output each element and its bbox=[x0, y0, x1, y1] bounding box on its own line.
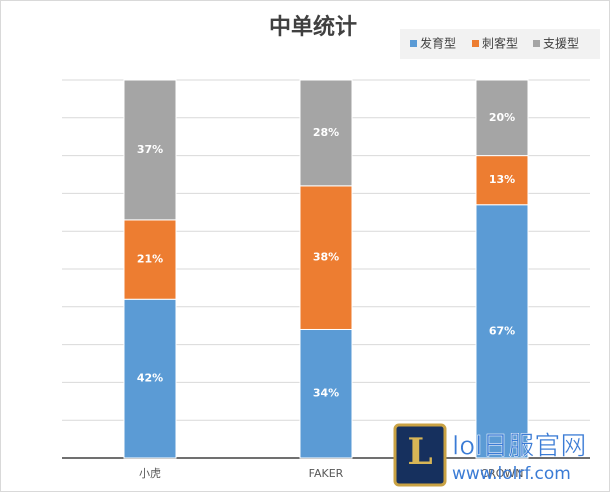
bar-segment bbox=[475, 204, 529, 459]
bar-segment bbox=[123, 298, 177, 459]
watermark-logo bbox=[393, 423, 447, 487]
watermark-logo-letter: L bbox=[407, 431, 432, 473]
bar-segment bbox=[475, 79, 529, 157]
legend: 发育型 刺客型 支援型 bbox=[400, 29, 600, 59]
legend-swatch bbox=[472, 40, 479, 47]
chart-title: 中单统计 bbox=[269, 14, 357, 40]
legend-swatch bbox=[533, 40, 540, 47]
bar-segment bbox=[123, 219, 177, 300]
x-tick-label: FAKER bbox=[309, 467, 344, 480]
watermark-url: www.lolrf.com bbox=[452, 464, 571, 484]
bar-segment bbox=[299, 79, 353, 187]
bar-segment bbox=[299, 185, 353, 330]
data-label: 13% bbox=[489, 173, 515, 186]
legend-swatch bbox=[410, 40, 417, 47]
bar-segment bbox=[475, 155, 529, 206]
legend-label: 发育型 bbox=[420, 36, 456, 51]
legend-box bbox=[400, 29, 600, 59]
data-label: 38% bbox=[313, 251, 339, 264]
data-label: 28% bbox=[313, 126, 339, 139]
data-label: 67% bbox=[489, 324, 515, 337]
data-label: 21% bbox=[137, 253, 163, 266]
data-label: 34% bbox=[313, 387, 339, 400]
watermark-title: lol日服官网 bbox=[452, 432, 586, 462]
x-tick-label: 小虎 bbox=[139, 467, 161, 480]
data-label: 42% bbox=[137, 372, 163, 385]
x-tick-label: CROWN bbox=[480, 467, 523, 480]
bar-segment bbox=[299, 328, 353, 459]
bar-segment bbox=[123, 79, 177, 221]
data-label: 20% bbox=[489, 111, 515, 124]
data-label: 37% bbox=[137, 143, 163, 156]
legend-label: 刺客型 bbox=[482, 36, 518, 51]
legend-label: 支援型 bbox=[543, 37, 579, 51]
